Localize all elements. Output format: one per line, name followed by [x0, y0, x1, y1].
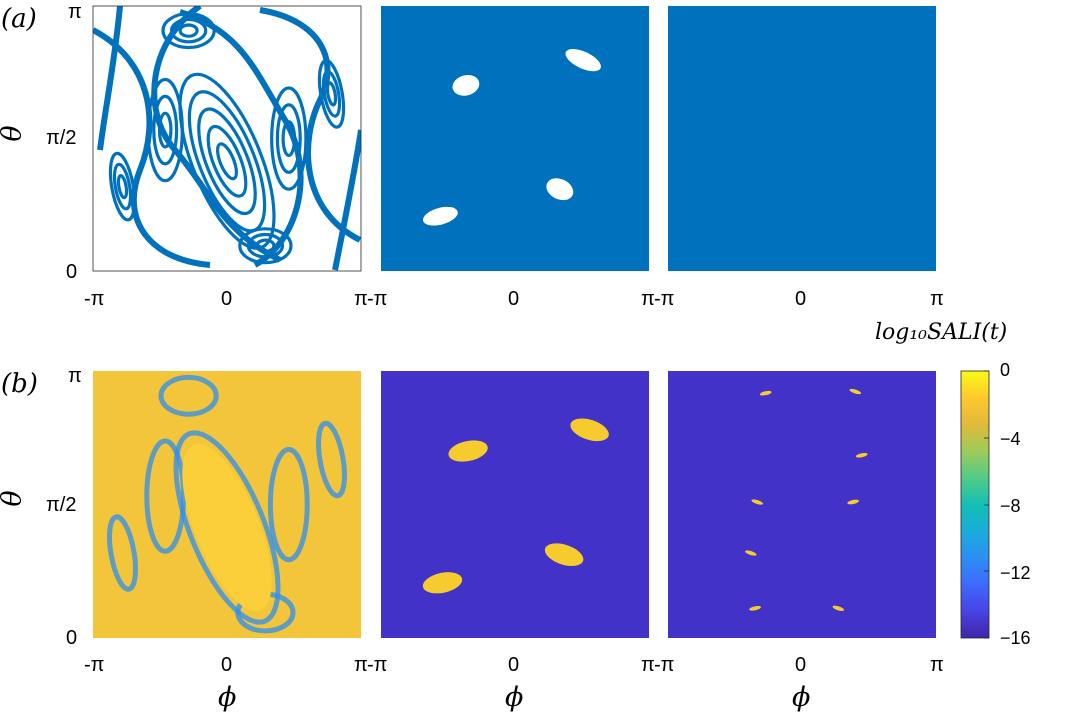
orbit-band-4 — [97, 6, 123, 151]
island-a2-3 — [546, 178, 574, 201]
panel-label-a: (a) — [1, 4, 37, 34]
sali-island-b3-7 — [832, 605, 845, 611]
sali-island-b2-1 — [570, 418, 609, 442]
panel-b3-islands — [745, 388, 868, 611]
sali-separatrix-4 — [267, 447, 310, 563]
island-a2-0 — [452, 75, 480, 96]
sali-island-b2-3 — [544, 543, 584, 567]
panel-b1-structures — [107, 374, 347, 634]
colorbar-label: log₁₀SALI(t) — [875, 320, 1008, 345]
panel-b3-background — [668, 371, 936, 638]
x-axis-label-b2: ϕ — [505, 682, 524, 713]
panel-a1-orbits — [93, 6, 361, 271]
island-a2-2 — [422, 206, 458, 226]
xtick-a3-left: -π — [654, 288, 675, 310]
sali-separatrix-1 — [107, 514, 138, 592]
orbit-ring-0-3 — [197, 107, 257, 216]
xtick-b2-right: π — [641, 654, 655, 676]
sali-island-b3-3 — [751, 499, 763, 505]
orbit-ring-3-2 — [152, 94, 179, 166]
cbtick-3: −12 — [1000, 563, 1031, 583]
orbit-ring-0-2 — [206, 124, 248, 198]
panel-a2 — [381, 6, 649, 271]
sali-island-b3-5 — [745, 550, 757, 556]
ytick-a-top: π — [68, 1, 82, 23]
sali-separatrix-0 — [173, 430, 281, 625]
orbit-ring-0-1 — [216, 142, 238, 181]
xtick-a3-right: π — [930, 288, 944, 310]
xtick-a1-mid: 0 — [221, 288, 233, 310]
xtick-b2-mid: 0 — [508, 654, 520, 676]
panel-a2-islands — [422, 48, 601, 226]
orbit-ring-6-3 — [238, 227, 293, 265]
cbtick-0: 0 — [1000, 360, 1011, 380]
orbit-band-3 — [179, 9, 304, 268]
ytick-a-mid: π/2 — [46, 127, 77, 149]
orbit-ring-2-1 — [325, 81, 338, 107]
orbit-ring-1-1 — [116, 173, 129, 200]
sali-regular-core — [182, 443, 272, 612]
xtick-b3-mid: 0 — [795, 654, 807, 676]
orbit-ring-5-1 — [178, 23, 199, 38]
colorbar — [960, 370, 990, 639]
ytick-a-bottom: 0 — [66, 261, 78, 283]
cbtick-4: −16 — [1000, 628, 1031, 648]
panel-b2 — [381, 371, 649, 638]
sali-separatrix-5 — [158, 374, 219, 417]
island-a2-1 — [565, 48, 601, 72]
panel-b2-background — [381, 371, 649, 638]
cbtick-2: −8 — [1000, 496, 1021, 516]
xtick-b1-left: -π — [84, 654, 105, 676]
xtick-a2-left: -π — [367, 288, 388, 310]
xtick-a2-mid: 0 — [508, 288, 520, 310]
x-axis-label-b1: ϕ — [218, 682, 237, 713]
ytick-b-bottom: 0 — [66, 627, 78, 649]
orbit-ring-4-2 — [275, 103, 302, 174]
panel-a3 — [668, 6, 936, 271]
orbit-band-1 — [151, 6, 282, 263]
sali-island-b2-0 — [448, 440, 488, 462]
panel-a1-frame — [92, 5, 362, 272]
sali-island-b3-6 — [749, 605, 761, 611]
panel-label-b: (b) — [1, 369, 38, 399]
xtick-b1-mid: 0 — [221, 654, 233, 676]
panel-a1 — [93, 6, 361, 271]
cbtick-1: −4 — [1000, 429, 1021, 449]
sali-separatrix-3 — [144, 438, 187, 554]
panel-a3-chaotic-sea — [668, 6, 936, 271]
panel-a2-chaotic-sea — [381, 6, 649, 271]
sali-island-b3-1 — [849, 388, 862, 395]
xtick-b2-left: -π — [367, 654, 388, 676]
ytick-b-mid: π/2 — [46, 494, 77, 516]
panel-b2-islands — [422, 418, 609, 594]
panel-b3 — [668, 371, 936, 638]
colorbar-ticks — [984, 370, 989, 639]
sali-island-b3-4 — [847, 499, 860, 505]
xtick-a1-right: π — [354, 288, 368, 310]
xtick-b3-left: -π — [654, 654, 675, 676]
orbit-ring-1-2 — [112, 162, 133, 211]
x-axis-label-b3: ϕ — [792, 682, 811, 713]
orbit-band-2 — [259, 7, 361, 243]
ytick-b-top: π — [68, 365, 82, 387]
sali-island-b3-2 — [855, 452, 868, 458]
xtick-b1-right: π — [354, 654, 368, 676]
xtick-b3-right: π — [930, 654, 944, 676]
orbit-band-5 — [332, 129, 361, 271]
xtick-a3-mid: 0 — [795, 288, 807, 310]
xtick-a1-left: -π — [84, 288, 105, 310]
sali-separatrix-2 — [316, 420, 347, 499]
sali-island-b3-0 — [759, 390, 772, 396]
panel-b1 — [93, 371, 361, 638]
xtick-a2-right: π — [641, 288, 655, 310]
sali-island-b2-2 — [422, 572, 463, 594]
orbit-band-0 — [93, 27, 211, 268]
